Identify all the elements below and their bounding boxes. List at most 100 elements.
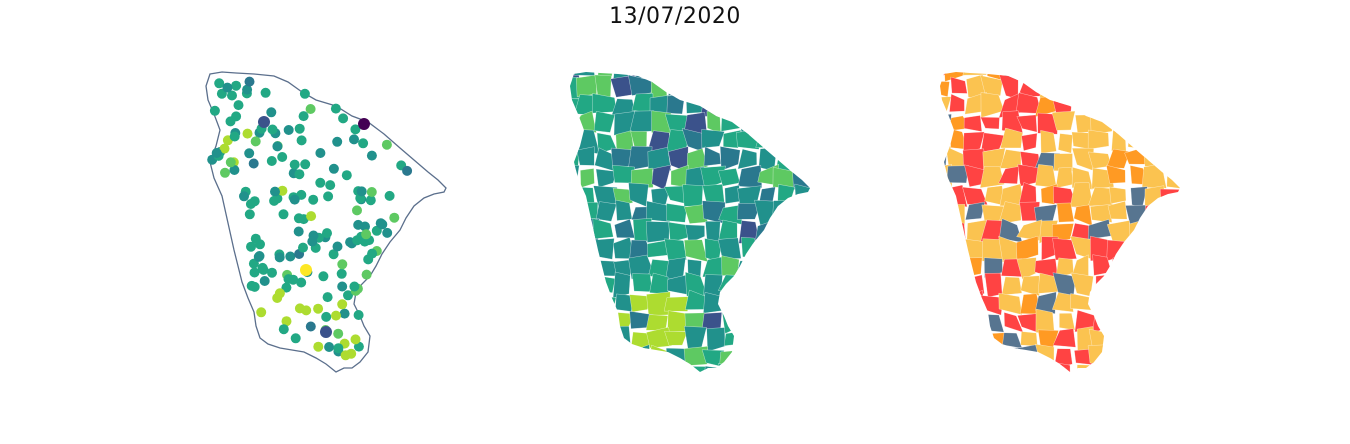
- municipality-class-polygon: [1159, 188, 1180, 205]
- municipality-class-polygon: [1040, 365, 1057, 372]
- municipality-class-polygon: [1109, 72, 1131, 77]
- municipality-polygon: [736, 72, 759, 79]
- municipality-point: [227, 90, 237, 101]
- municipality-polygon: [815, 56, 833, 79]
- municipality-polygon: [683, 346, 708, 366]
- municipality-point: [272, 141, 283, 152]
- municipality-polygon: [815, 275, 828, 297]
- municipality-polygon: [615, 199, 633, 221]
- municipality-polygon: [684, 72, 708, 82]
- municipality-point: [285, 251, 296, 262]
- municipality-polygon: [667, 79, 689, 98]
- municipality-point: [211, 148, 222, 158]
- municipality-point: [341, 170, 352, 181]
- municipality-class-polygon: [1161, 92, 1180, 114]
- municipality-polygon: [790, 202, 810, 224]
- municipality-polygon: [758, 237, 779, 260]
- municipality-polygon: [791, 130, 810, 153]
- municipality-class-polygon: [1109, 349, 1131, 369]
- municipality-class-polygon: [1145, 72, 1165, 78]
- municipality-point: [250, 136, 261, 147]
- municipality-class-polygon: [1016, 344, 1038, 368]
- municipality-point: [246, 241, 256, 252]
- municipality-polygon: [612, 271, 631, 299]
- municipality-point: [288, 274, 299, 285]
- municipality-point: [239, 191, 249, 202]
- municipality-polygon: [613, 326, 632, 351]
- municipality-class-polygon: [981, 314, 1005, 333]
- municipality-class-polygon: [998, 292, 1023, 315]
- municipality-class-polygon: [947, 364, 966, 372]
- municipality-class-polygon: [1146, 73, 1168, 98]
- municipality-point: [250, 233, 261, 244]
- municipality-class-polygon: [998, 361, 1020, 372]
- municipality-polygon: [791, 308, 810, 330]
- municipality-class-polygon: [1070, 72, 1094, 78]
- municipality-class-polygon: [945, 238, 967, 258]
- municipality-point: [306, 211, 317, 222]
- municipality-polygon: [570, 240, 581, 259]
- municipality-polygon: [755, 92, 776, 119]
- municipality-class-polygon: [940, 310, 951, 334]
- municipality-class-polygon: [1162, 147, 1180, 168]
- municipality-point: [367, 248, 378, 259]
- municipality-point: [244, 148, 255, 159]
- municipality-polygon: [724, 289, 743, 314]
- municipality-point: [382, 227, 393, 238]
- municipality-polygon: [702, 72, 719, 79]
- municipality-polygon: [575, 74, 597, 98]
- municipality-class-polygon: [940, 113, 952, 135]
- municipality-polygon: [754, 368, 777, 372]
- municipality-class-polygon: [1165, 110, 1180, 135]
- municipality-point: [246, 280, 257, 291]
- municipality-polygon: [570, 183, 578, 208]
- municipality-point: [343, 290, 353, 301]
- municipality-point: [307, 236, 318, 247]
- municipality-point: [352, 205, 362, 216]
- municipality-class-polygon: [1002, 332, 1023, 349]
- municipality-polygon: [595, 362, 615, 372]
- municipality-class-polygon: [1143, 362, 1166, 372]
- municipality-polygon: [808, 260, 810, 280]
- municipality-class-polygon: [1040, 130, 1057, 154]
- municipality-polygon: [792, 236, 810, 257]
- municipality-point: [225, 157, 236, 168]
- municipality-class-polygon: [1058, 76, 1074, 100]
- municipality-polygon: [737, 344, 760, 364]
- municipality-point: [353, 310, 364, 320]
- municipality-class-polygon: [1094, 294, 1110, 315]
- figure-title: 13/07/2020: [609, 4, 741, 29]
- state-outline: [205, 71, 447, 373]
- municipality-point: [266, 107, 277, 118]
- municipality-polygon: [807, 294, 810, 315]
- municipality-polygon: [666, 94, 685, 115]
- municipality-class-polygon: [940, 240, 951, 261]
- municipality-class-polygon: [1177, 72, 1180, 78]
- municipality-point: [289, 159, 300, 170]
- municipality-class-polygon: [1180, 312, 1201, 332]
- municipality-point: [338, 113, 349, 124]
- municipality-class-polygon: [1160, 274, 1180, 292]
- municipality-point: [281, 282, 292, 293]
- municipality-class-polygon: [982, 147, 1006, 170]
- municipality-class-polygon: [1144, 292, 1164, 315]
- municipality-polygon: [718, 237, 742, 260]
- municipality-polygon: [682, 184, 704, 207]
- municipality-class-polygon: [940, 219, 953, 240]
- municipality-class-polygon: [1110, 273, 1132, 296]
- municipality-polygon: [611, 362, 634, 372]
- municipality-class-polygon: [1126, 365, 1143, 372]
- municipality-point: [233, 100, 244, 111]
- municipality-polygon: [739, 92, 759, 114]
- municipality-polygon: [812, 238, 833, 259]
- municipality-class-polygon: [940, 184, 950, 207]
- municipality-point: [249, 267, 260, 278]
- municipality-class-polygon: [980, 116, 1000, 130]
- municipality-class-polygon: [1177, 133, 1180, 154]
- municipality-point: [332, 136, 343, 147]
- municipality-polygon: [580, 168, 595, 188]
- municipality-class-polygon: [1126, 75, 1150, 97]
- municipality-polygon: [741, 308, 760, 330]
- municipality-class-polygon: [1143, 146, 1166, 167]
- municipality-point: [330, 103, 341, 114]
